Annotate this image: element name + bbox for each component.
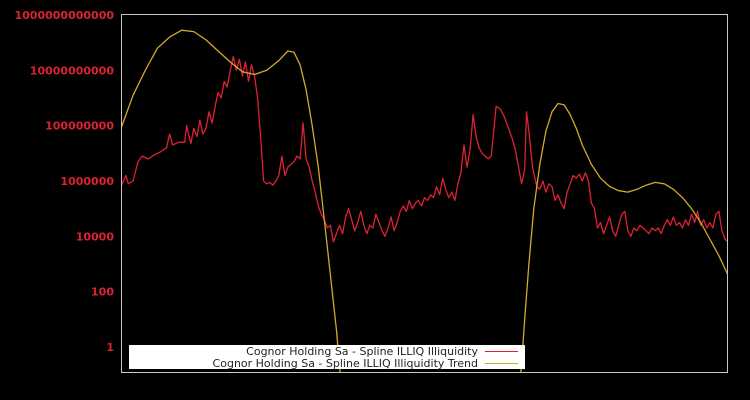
y-tick-label: 1000000 — [60, 175, 114, 188]
y-tick-label: 10000 — [76, 230, 115, 243]
y-tick-label: 1000000000000 — [15, 9, 115, 22]
legend: Cognor Holding Sa - Spline ILLIQ Illiqui… — [129, 345, 525, 370]
plot-frame — [121, 14, 728, 373]
legend-label-illiquidity: Cognor Holding Sa - Spline ILLIQ Illiqui… — [246, 345, 478, 358]
y-tick-label: 100 — [91, 286, 114, 299]
legend-box — [129, 345, 525, 369]
y-tick-label: 10000000000 — [30, 64, 115, 77]
legend-label-trend: Cognor Holding Sa - Spline ILLIQ Illiqui… — [213, 357, 478, 370]
y-tick-label: 1 — [106, 341, 114, 354]
illiquidity-trend-line — [121, 29, 728, 373]
y-axis-tick-labels: 1 100 10000 1000000 100000000 10000000000 1000… — [15, 9, 115, 354]
y-tick-label: 100000000 — [45, 120, 114, 133]
